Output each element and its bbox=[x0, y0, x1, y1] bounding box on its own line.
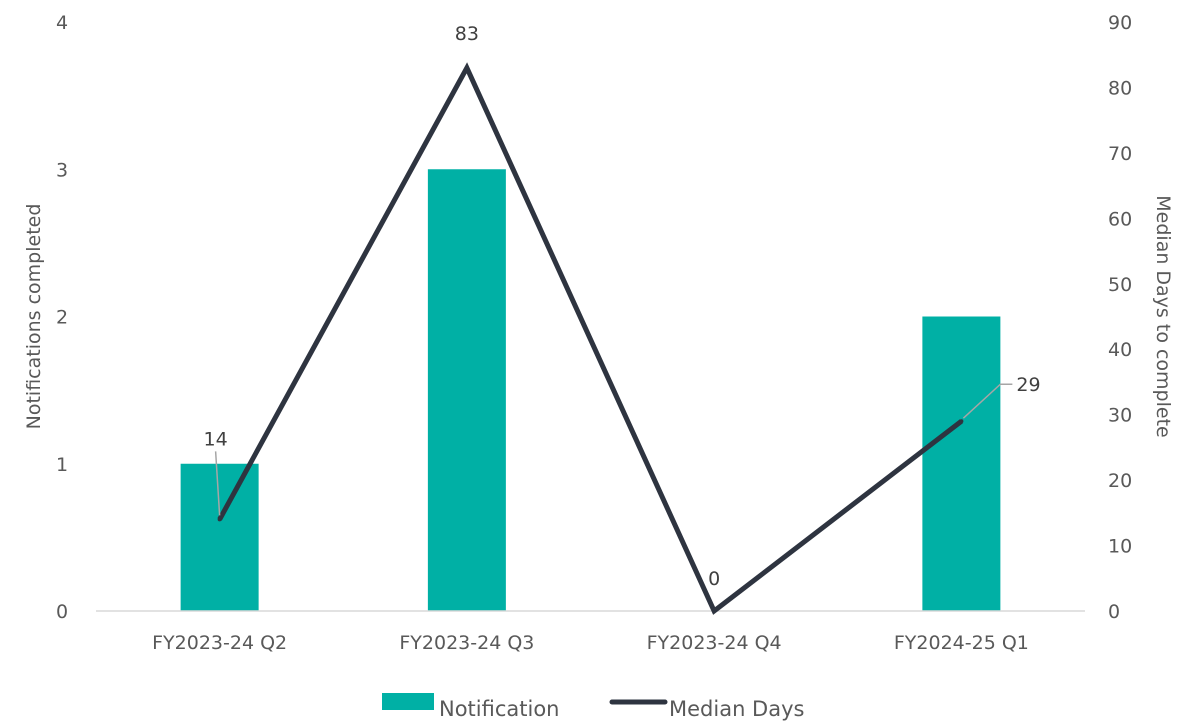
data-label-median-days-0: 14 bbox=[204, 428, 228, 450]
data-label-median-days-2: 0 bbox=[708, 568, 720, 590]
y-right-tick-50: 50 bbox=[1108, 274, 1132, 296]
point-median-days-1 bbox=[464, 65, 469, 70]
y-left-tick-0: 0 bbox=[56, 601, 68, 623]
legend-label-notification: Notification bbox=[439, 697, 560, 721]
leader-line-3 bbox=[962, 383, 1013, 419]
y-right-axis-title: Median Days to complete bbox=[1152, 195, 1174, 437]
x-tick-1: FY2023-24 Q3 bbox=[399, 632, 534, 654]
y-right-tick-20: 20 bbox=[1108, 470, 1132, 492]
leader-line-0 bbox=[214, 451, 221, 516]
y-right-tick-30: 30 bbox=[1108, 405, 1132, 427]
y-left-axis-title: Notifications completed bbox=[23, 204, 45, 430]
y-right-tick-0: 0 bbox=[1108, 601, 1120, 623]
bar-notification-3 bbox=[922, 316, 1001, 611]
point-median-days-2 bbox=[712, 609, 717, 613]
y-right-tick-80: 80 bbox=[1108, 77, 1132, 99]
y-left-tick-1: 1 bbox=[56, 454, 68, 476]
legend-label-median-days: Median Days bbox=[669, 697, 804, 721]
y-right-tick-10: 10 bbox=[1108, 536, 1132, 558]
point-median-days-3 bbox=[959, 419, 964, 424]
y-right-tick-40: 40 bbox=[1108, 339, 1132, 361]
data-label-median-days-3: 29 bbox=[1016, 374, 1040, 396]
y-right-tick-60: 60 bbox=[1108, 208, 1132, 230]
y-left-tick-3: 3 bbox=[56, 159, 68, 181]
line-median-days bbox=[217, 62, 963, 615]
y-right-tick-70: 70 bbox=[1108, 143, 1132, 165]
bar-notification-1 bbox=[427, 169, 506, 611]
point-median-days-0 bbox=[217, 517, 222, 522]
x-tick-0: FY2023-24 Q2 bbox=[152, 632, 287, 654]
y-left-tick-2: 2 bbox=[56, 307, 68, 329]
legend-swatch-notification bbox=[382, 693, 434, 710]
x-tick-3: FY2024-25 Q1 bbox=[894, 632, 1029, 654]
bar-notification-0 bbox=[180, 463, 259, 611]
data-label-median-days-1: 83 bbox=[455, 23, 479, 45]
y-right-tick-90: 90 bbox=[1108, 12, 1132, 34]
y-left-tick-4: 4 bbox=[56, 12, 68, 34]
x-tick-2: FY2023-24 Q4 bbox=[647, 632, 782, 654]
